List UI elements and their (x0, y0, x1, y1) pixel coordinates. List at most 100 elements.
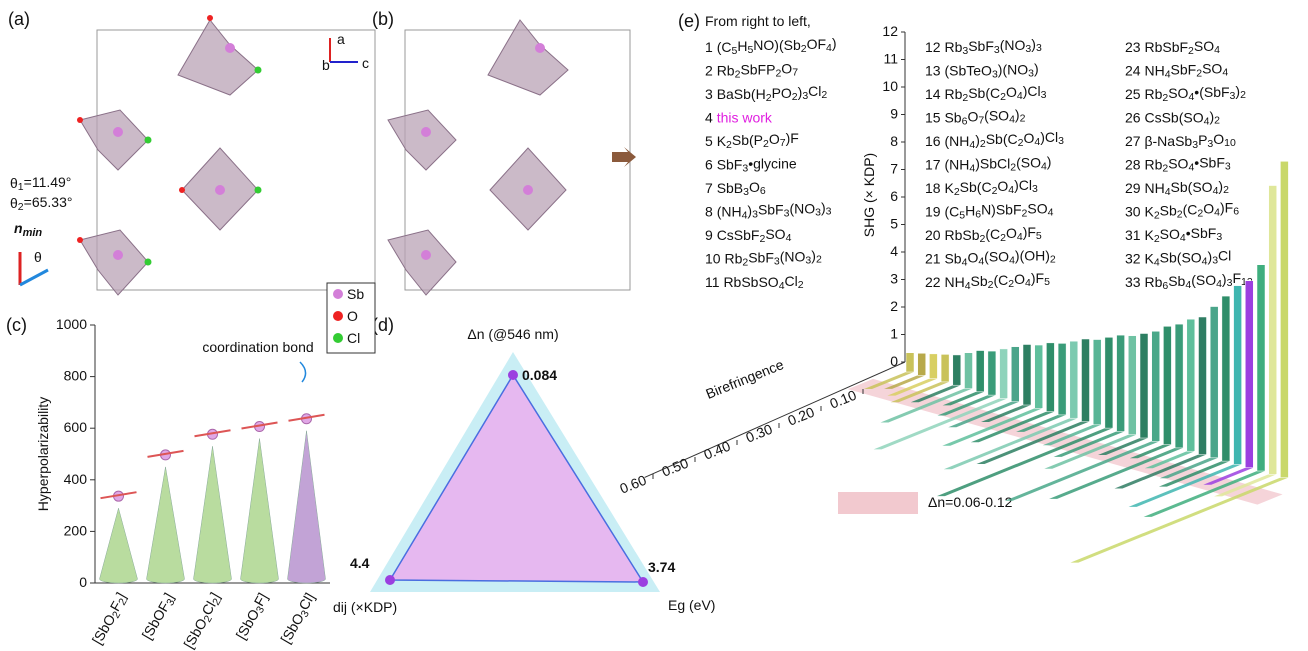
text-run: 4 (826, 42, 832, 54)
arrow (612, 147, 636, 167)
angle-text: θ1=11.49° (10, 174, 71, 193)
compound-label: 14 Rb2Sb(C2O4)Cl3 (925, 83, 1047, 104)
text-run: 2 (980, 138, 986, 150)
text-run: 4 (1185, 279, 1191, 291)
compound-number: 5 (705, 133, 713, 149)
text-run: Hyperpolarizability (35, 397, 51, 511)
cone (146, 466, 185, 584)
text-run: 2 (1154, 209, 1160, 221)
compound-number: 23 (1125, 39, 1141, 55)
text-run: Sb (347, 286, 364, 302)
compound-label: 1 (C5H5NO)(Sb2OF4) (705, 35, 837, 57)
text-run: 4 (786, 232, 792, 244)
compound-number: 31 (1125, 227, 1141, 243)
text-run: 5 (731, 45, 737, 57)
text-run: 3 (1036, 42, 1042, 54)
compound-number: 26 (1125, 109, 1141, 125)
text-run: •(SbF (1194, 84, 1229, 100)
compound-number: 19 (925, 203, 941, 219)
compound-name: NH4Sb2(C2O4)F5 (944, 270, 1050, 292)
compound-name: Sb6O7(SO4)2 (944, 106, 1025, 127)
text-run: 14 (925, 86, 941, 102)
text-run: )F (786, 130, 799, 146)
text-run: )Cl (1023, 83, 1041, 99)
text-run: 4 (1188, 91, 1194, 103)
text-run: 2 (766, 92, 772, 104)
compound-number: 1 (705, 39, 713, 55)
text-run: 2 (1008, 278, 1014, 290)
text-run: O (781, 60, 792, 76)
text-run: 3 (743, 186, 749, 198)
text-run: 3 (826, 205, 832, 217)
text-run: 4 (1017, 90, 1023, 102)
text-run: ) (811, 247, 816, 263)
compound-name: K4Sb(SO4)3Cl (1144, 247, 1231, 268)
text-run: ) (747, 202, 752, 218)
cone (287, 430, 326, 584)
text-run: Sb(C (968, 85, 1000, 101)
compound-name: (NH4)SbCl2(SO4) (944, 153, 1051, 174)
text-run: P (1198, 132, 1207, 148)
text-run: (C (994, 272, 1009, 288)
text-run: ) (975, 132, 980, 148)
text-run: 2 (816, 253, 822, 265)
compound-name: Rb6Sb4(SO4)3F12 (1144, 270, 1252, 292)
text-run: Cl (808, 83, 821, 99)
text-run: •SbF (1194, 154, 1225, 170)
compound-label: 2 Rb2SbFP2O7 (705, 60, 798, 80)
text-run: (SbTeO (944, 62, 992, 78)
birefringence-bar (880, 388, 973, 423)
text-run: SO (1027, 200, 1047, 216)
compound-number: 30 (1125, 203, 1141, 219)
compound-number: 11 (705, 274, 720, 290)
text-run: 4 (1041, 160, 1047, 172)
text-run: SO (1194, 38, 1214, 54)
text-run: ] (161, 590, 177, 601)
shg-bar (929, 353, 938, 379)
text-run: K (1144, 227, 1154, 243)
y-tick-label: 12 (882, 23, 898, 39)
compound-number: 27 (1125, 133, 1141, 149)
shg-bar (1245, 280, 1254, 468)
y-tick-label: 0 (79, 574, 87, 590)
text-run: Sb (944, 250, 961, 266)
text-run: b (322, 57, 330, 73)
birefringence-bar (1214, 474, 1277, 497)
text-run: 2 (1240, 89, 1246, 101)
text-run: ) (1034, 60, 1039, 76)
text-run: min (23, 227, 43, 239)
text-run: )Cl (1040, 129, 1058, 145)
shg-bar (1280, 161, 1289, 478)
text-run: (d) (372, 315, 394, 335)
compound-name: Rb2SbF3(NO3)2 (724, 247, 821, 268)
y-tick-label: 9 (890, 105, 898, 121)
text-run: SbF (968, 38, 994, 54)
text-run: 6 (975, 208, 981, 220)
text-run: 3 (1207, 138, 1213, 150)
text-run: ) (1208, 248, 1213, 264)
text-run: 0 (890, 353, 898, 369)
birefringence-bar (948, 401, 1020, 428)
text-run: 2 (821, 89, 827, 101)
text-run: CsSbF (717, 227, 760, 243)
text-run: (C (944, 203, 959, 219)
value-label: 4.4 (350, 555, 370, 571)
text-run: O (1006, 225, 1017, 241)
text-run: 3 (254, 604, 267, 615)
compound-number: 18 (925, 180, 941, 196)
shg-bar (1256, 264, 1266, 472)
y-tick-label: 200 (64, 522, 88, 538)
text-run: c (362, 55, 369, 71)
text-run: Sb(C (986, 131, 1018, 147)
text-run: •SbF (1186, 225, 1217, 241)
atom (144, 136, 152, 144)
shg-bar (1104, 337, 1114, 429)
text-run: 22 (925, 274, 941, 290)
text-run: SO (1168, 85, 1188, 101)
text-run: 2 (1010, 161, 1016, 173)
angle-symbol: θ (34, 249, 42, 265)
text-run: N)SbF (981, 201, 1021, 217)
text-run: =11.49° (24, 174, 72, 190)
compound-number: 24 (1125, 62, 1141, 78)
birefringence-bar (1144, 451, 1195, 469)
